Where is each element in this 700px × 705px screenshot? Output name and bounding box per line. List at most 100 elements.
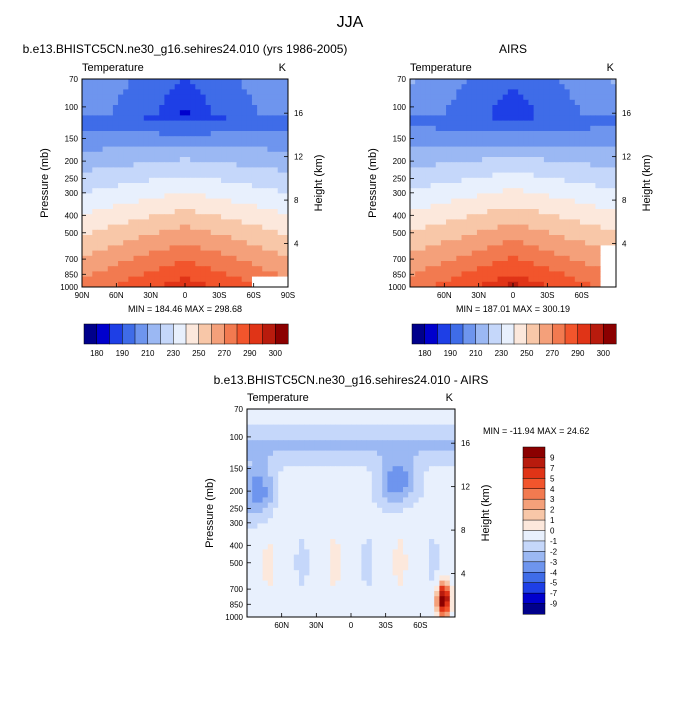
heatmap-cell bbox=[283, 565, 289, 571]
heatmap-cell bbox=[268, 503, 274, 509]
heatmap-cell bbox=[431, 209, 437, 215]
heatmap-cell bbox=[268, 549, 274, 555]
heatmap-cell bbox=[103, 162, 109, 168]
heatmap-cell bbox=[309, 451, 315, 457]
heatmap-cell bbox=[299, 586, 305, 592]
heatmap-cell bbox=[221, 209, 227, 215]
heatmap-cell bbox=[451, 261, 457, 267]
heatmap-cell bbox=[180, 136, 186, 142]
heatmap-cell bbox=[346, 471, 352, 477]
heatmap-cell bbox=[575, 126, 581, 132]
heatmap-cell bbox=[164, 266, 170, 272]
heatmap-cell bbox=[429, 419, 435, 425]
heatmap-cell bbox=[164, 173, 170, 179]
colorbar-swatch bbox=[450, 324, 463, 344]
heatmap-cell bbox=[544, 157, 550, 163]
heatmap-cell bbox=[346, 570, 352, 576]
heatmap-cell bbox=[482, 121, 488, 127]
colorbar-swatch bbox=[110, 324, 123, 344]
heatmap-cell bbox=[477, 157, 483, 163]
heatmap-cell bbox=[367, 529, 373, 535]
heatmap-cell bbox=[503, 251, 509, 257]
heatmap-cell bbox=[415, 84, 421, 90]
colorbar-swatch bbox=[224, 324, 237, 344]
heatmap-cell bbox=[134, 100, 140, 106]
heatmap-cell bbox=[393, 575, 399, 581]
heatmap-cell bbox=[415, 271, 421, 277]
heatmap-cell bbox=[262, 126, 268, 132]
heatmap-cell bbox=[492, 157, 498, 163]
heatmap-cell bbox=[372, 607, 378, 613]
heatmap-cell bbox=[446, 162, 452, 168]
heatmap-cell bbox=[559, 214, 565, 220]
heatmap-cell bbox=[590, 152, 596, 158]
heatmap-cell bbox=[247, 445, 253, 451]
heatmap-cell bbox=[134, 266, 140, 272]
heatmap-cell bbox=[441, 84, 447, 90]
heatmap-cell bbox=[498, 183, 504, 189]
heatmap-cell bbox=[283, 581, 289, 587]
heatmap-cell bbox=[534, 225, 540, 231]
heatmap-cell bbox=[149, 79, 155, 85]
heatmap-cell bbox=[528, 110, 534, 116]
heatmap-cell bbox=[425, 147, 431, 153]
heatmap-cell bbox=[170, 126, 176, 132]
heatmap-cell bbox=[252, 440, 258, 446]
heatmap-cell bbox=[257, 214, 263, 220]
heatmap-cell bbox=[226, 131, 232, 137]
heatmap-cell bbox=[341, 601, 347, 607]
heatmap-cell bbox=[149, 188, 155, 194]
heatmap-cell bbox=[231, 271, 237, 277]
heatmap-cell bbox=[403, 482, 409, 488]
heatmap-cell bbox=[419, 414, 425, 420]
heatmap-cell bbox=[294, 534, 300, 540]
heatmap-cell bbox=[190, 225, 196, 231]
heatmap-cell bbox=[585, 251, 591, 257]
heatmap-cell bbox=[565, 173, 571, 179]
heatmap-cell bbox=[377, 492, 383, 498]
x-tick-label: 60S bbox=[575, 291, 589, 300]
heatmap-cell bbox=[304, 565, 310, 571]
heatmap-cell bbox=[304, 575, 310, 581]
heatmap-cell bbox=[139, 147, 145, 153]
heatmap-cell bbox=[367, 482, 373, 488]
heatmap-cell bbox=[180, 199, 186, 205]
heatmap-cell bbox=[242, 141, 248, 147]
heatmap-cell bbox=[92, 225, 98, 231]
heatmap-cell bbox=[242, 225, 248, 231]
y-tick-label: 850 bbox=[230, 600, 244, 609]
heatmap-cell bbox=[575, 214, 581, 220]
heatmap-cell bbox=[398, 544, 404, 550]
heatmap-cell bbox=[487, 204, 493, 210]
heatmap-cell bbox=[128, 266, 134, 272]
heatmap-cell bbox=[92, 157, 98, 163]
heatmap-cell bbox=[382, 466, 388, 472]
heatmap-cell bbox=[575, 183, 581, 189]
heatmap-cell bbox=[420, 204, 426, 210]
heatmap-cell bbox=[144, 266, 150, 272]
heatmap-cell bbox=[341, 591, 347, 597]
heatmap-cell bbox=[549, 178, 555, 184]
heatmap-cell bbox=[149, 105, 155, 111]
heatmap-cell bbox=[372, 575, 378, 581]
heatmap-cell bbox=[257, 199, 263, 205]
heatmap-cell bbox=[221, 115, 227, 121]
heatmap-cell bbox=[118, 204, 124, 210]
heatmap-cell bbox=[492, 235, 498, 241]
heatmap-cell bbox=[393, 591, 399, 597]
heatmap-cell bbox=[487, 271, 493, 277]
heatmap-cell bbox=[498, 240, 504, 246]
heatmap-cell bbox=[144, 178, 150, 184]
heatmap-cell bbox=[226, 115, 232, 121]
heatmap-cell bbox=[585, 178, 591, 184]
heatmap-cell bbox=[87, 219, 93, 225]
heatmap-cell bbox=[320, 523, 326, 529]
heatmap-cell bbox=[487, 240, 493, 246]
heatmap-cell bbox=[216, 251, 222, 257]
heatmap-cell bbox=[356, 513, 362, 519]
heatmap-cell bbox=[595, 183, 601, 189]
heatmap-cell bbox=[123, 251, 129, 257]
heatmap-cell bbox=[467, 183, 473, 189]
heatmap-cell bbox=[601, 110, 607, 116]
heatmap-cell bbox=[425, 178, 431, 184]
